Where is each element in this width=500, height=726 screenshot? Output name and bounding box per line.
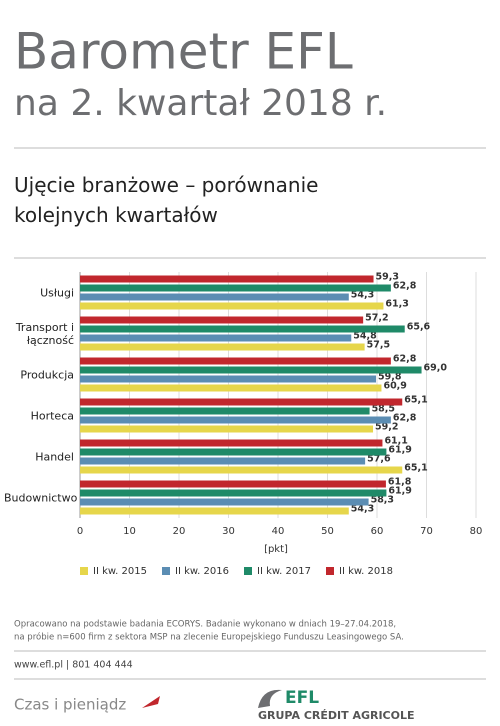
chart-title-box: Ujęcie branżowe – porównanie kolejnych k… <box>14 173 319 227</box>
value-label: 65,6 <box>407 322 431 333</box>
brand: EFL <box>285 688 319 708</box>
y-tick-label: Budownictwo <box>4 491 78 504</box>
x-tick-label: 10 <box>123 526 136 537</box>
y-tick-label: Produkcja <box>20 368 74 381</box>
y-tick-label: Horteca <box>30 409 74 422</box>
value-label: 61,9 <box>388 445 411 456</box>
y-tick-label: Handel <box>35 450 74 463</box>
x-axis-label: [pkt] <box>264 544 288 555</box>
x-tick-label: 60 <box>371 526 384 537</box>
x-tick-label: 30 <box>222 526 235 537</box>
x-tick-label: 20 <box>173 526 186 537</box>
bar <box>80 343 365 351</box>
value-label: 57,5 <box>367 340 390 351</box>
legend-swatch <box>326 567 334 575</box>
value-label: 65,1 <box>404 395 427 406</box>
x-tick-label: 0 <box>77 526 83 537</box>
x-tick-label: 50 <box>321 526 334 537</box>
value-label: 57,6 <box>367 454 391 465</box>
legend-label: II kw. 2015 <box>93 566 147 577</box>
value-label: 61,8 <box>388 477 412 488</box>
value-label: 59,8 <box>378 372 402 383</box>
bar <box>80 507 349 515</box>
bar <box>80 448 387 456</box>
bar <box>80 457 366 465</box>
bar <box>80 375 377 383</box>
note-line: na próbie n=600 firm z sektora MSP na zl… <box>14 632 404 643</box>
bar <box>80 325 405 333</box>
value-label: 59,2 <box>375 422 398 433</box>
value-label: 62,8 <box>393 354 417 365</box>
chart-title: Ujęcie branżowe – porównanie kolejnych k… <box>14 173 319 227</box>
slogan: Czas i pieniądz <box>14 696 126 714</box>
bar <box>80 498 369 506</box>
legend-swatch <box>80 567 88 575</box>
y-tick-label: Transport i łączność <box>15 320 74 347</box>
bar <box>80 357 391 365</box>
legend-swatch <box>244 567 252 575</box>
value-label: 57,2 <box>365 313 388 324</box>
slogan-mark <box>142 696 160 708</box>
value-label: 61,9 <box>388 486 411 497</box>
subtitle: na 2. kwartał 2018 r. <box>14 83 387 124</box>
note-line: Opracowano na podstawie badania ECORYS. … <box>14 620 396 630</box>
bar <box>80 416 391 424</box>
bar <box>80 293 349 301</box>
value-label: 58,3 <box>371 495 394 506</box>
value-label: 59,3 <box>376 272 399 283</box>
value-label: 61,3 <box>385 299 408 310</box>
bar <box>80 398 403 406</box>
x-tick-label: 40 <box>272 526 285 537</box>
value-label: 60,9 <box>383 381 406 392</box>
group: GRUPA CRÉDIT AGRICOLE <box>258 709 415 722</box>
bar <box>80 425 374 433</box>
bar <box>80 384 382 392</box>
value-label: 58,5 <box>372 404 395 415</box>
value-label: 65,1 <box>404 463 427 474</box>
value-label: 61,1 <box>384 436 407 447</box>
bar <box>80 284 391 292</box>
value-label: 54,3 <box>351 504 374 515</box>
value-label: 62,8 <box>393 413 417 424</box>
contact: www.efl.pl | 801 404 444 <box>14 660 133 671</box>
legend-swatch <box>162 567 170 575</box>
bar <box>80 334 352 342</box>
bar <box>80 489 387 497</box>
bar <box>80 480 386 488</box>
bar <box>80 366 422 374</box>
bar <box>80 275 374 283</box>
value-label: 69,0 <box>424 363 448 374</box>
legend-label: II kw. 2016 <box>175 566 229 577</box>
y-tick-label: Usługi <box>40 286 74 299</box>
legend-label: II kw. 2017 <box>257 566 311 577</box>
value-label: 54,3 <box>351 290 374 301</box>
value-label: 54,8 <box>353 331 377 342</box>
bar <box>80 316 364 324</box>
title: Barometr EFL <box>14 23 353 81</box>
bar <box>80 407 370 415</box>
bar <box>80 466 403 474</box>
logo <box>258 689 282 708</box>
legend-label: II kw. 2018 <box>339 566 393 577</box>
bar <box>80 302 384 310</box>
value-label: 62,8 <box>393 281 417 292</box>
bar <box>80 439 383 447</box>
x-tick-label: 80 <box>470 526 483 537</box>
x-tick-label: 70 <box>420 526 433 537</box>
